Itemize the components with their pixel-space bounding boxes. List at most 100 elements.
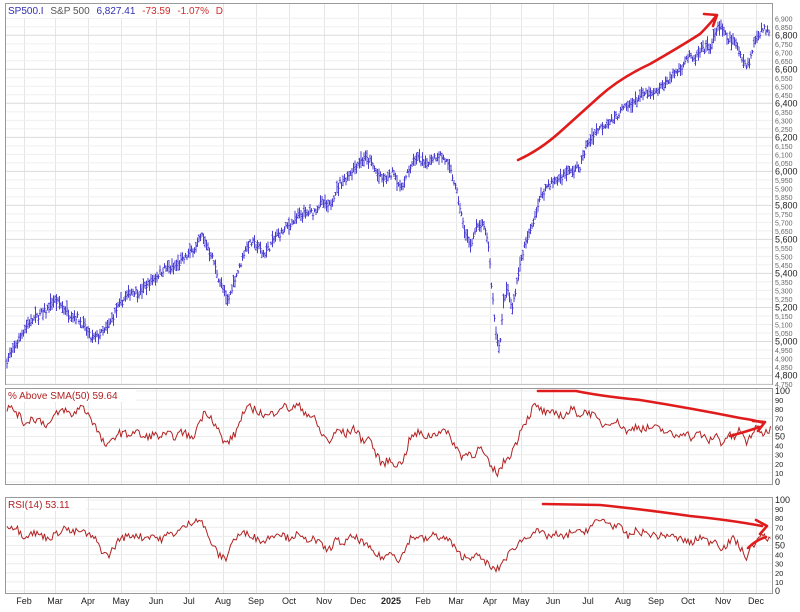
ohlc-bar	[418, 148, 421, 163]
ohlc-bar	[676, 69, 679, 77]
price-tick-label: 5,200	[775, 302, 798, 312]
breadth-small-arrow	[728, 425, 762, 438]
ohlc-bar	[161, 267, 165, 278]
price-tick-label: 6,500	[775, 84, 793, 91]
ohlc-bar	[344, 177, 348, 186]
ohlc-bar	[253, 235, 256, 249]
price-tick-label: 5,900	[775, 186, 793, 193]
price-tick-label: 6,300	[775, 118, 793, 125]
ohlc-bar	[596, 127, 600, 134]
ohlc-bar	[215, 269, 219, 279]
ohlc-bar	[614, 111, 618, 119]
ohlc-bar	[494, 326, 498, 340]
ohlc-bar	[548, 183, 552, 191]
price-tick-label: 6,050	[775, 161, 793, 168]
ohlc-bar	[316, 205, 319, 214]
price-tick-label: 5,350	[775, 280, 793, 287]
ohlc-bar	[227, 293, 231, 304]
price-tick-label: 5,000	[775, 336, 798, 346]
indicator-tick-label: 40	[775, 442, 783, 451]
ohlc-bar	[529, 224, 532, 235]
ohlc-bar	[37, 315, 40, 326]
ohlc-bar	[449, 164, 453, 174]
price-tick-label: 5,150	[775, 314, 793, 321]
price-tick-label: 6,200	[775, 132, 798, 142]
ohlc-bar	[500, 313, 504, 325]
price-tick-label: 5,400	[775, 268, 798, 278]
rsi-label-background	[6, 498, 86, 511]
ohlc-bar	[199, 233, 202, 242]
ohlc-bar	[622, 105, 625, 110]
x-tick-label: Nov	[316, 596, 333, 606]
ohlc-bar	[112, 314, 115, 326]
ohlc-bar	[338, 176, 342, 184]
ohlc-bar	[326, 199, 330, 213]
ohlc-bar	[751, 49, 754, 54]
price-tick-label: 6,650	[775, 59, 793, 66]
rsi-arrow-head	[754, 518, 769, 536]
ohlc-bar	[121, 299, 124, 308]
price-tick-label: 5,600	[775, 234, 798, 244]
ohlc-bar	[683, 56, 687, 65]
price-tick-label: 5,700	[775, 220, 793, 227]
ohlc-bar	[389, 174, 393, 180]
ohlc-bar	[457, 196, 460, 206]
ohlc-bar	[488, 258, 492, 269]
x-tick-label: Dec	[748, 596, 765, 606]
ohlc-bar	[455, 187, 459, 194]
ohlc-bar	[536, 198, 540, 212]
ohlc-bar	[365, 150, 369, 165]
indicator-tick-label: 100	[775, 495, 790, 505]
x-tick-label: Dec	[350, 596, 367, 606]
rsi-label: RSI(14) 53.11	[8, 500, 70, 511]
ohlc-bar	[211, 252, 214, 259]
ohlc-bar	[643, 91, 646, 97]
annotation-layer	[516, 12, 769, 550]
x-tick-label: Nov	[715, 596, 732, 606]
price-tick-label: 6,450	[775, 93, 793, 100]
header-last: 6,827.41	[96, 6, 135, 17]
ohlc-bar	[743, 59, 747, 67]
indicator-tick-label: 50	[775, 432, 785, 442]
ohlc-bar	[493, 314, 496, 322]
price-tick-label: 5,750	[775, 212, 793, 219]
x-tick-label: Jun	[149, 596, 164, 606]
breadth-label: % Above SMA(50) 59.64	[8, 391, 118, 402]
price-tick-label: 4,950	[775, 348, 793, 355]
price-tick-label: 6,150	[775, 144, 793, 151]
ohlc-bar	[497, 340, 501, 354]
ohlc-bar	[698, 47, 702, 58]
price-tick-label: 5,650	[775, 229, 793, 236]
ohlc-bar	[482, 220, 486, 231]
ohlc-bar	[515, 277, 519, 285]
ohlc-bar	[44, 309, 48, 319]
header-change: -73.59	[142, 6, 171, 17]
ohlc-bar	[236, 269, 240, 274]
ohlc-bar	[763, 24, 766, 30]
indicator-tick-label: 20	[775, 460, 783, 469]
indicator-tick-label: 40	[775, 551, 783, 560]
header-name: S&P 500	[50, 6, 90, 17]
ohlc-bar	[767, 29, 771, 37]
ohlc-bar	[578, 166, 582, 173]
indicator-tick-label: 90	[775, 396, 783, 405]
price-tick-label: 5,850	[775, 195, 793, 202]
ohlc-bar	[499, 337, 502, 343]
ohlc-bar	[454, 182, 457, 190]
ohlc-bar	[680, 65, 684, 76]
x-tick-label: Oct	[282, 596, 297, 606]
ohlc-bar	[74, 315, 78, 325]
ohlc-bar	[526, 231, 529, 244]
indicator-tick-label: 70	[775, 523, 783, 532]
ohlc-bar	[479, 219, 483, 233]
breadth-label-background	[6, 389, 136, 402]
ohlc-bar	[5, 358, 9, 369]
price-tick-label: 6,000	[775, 166, 798, 176]
indicator-tick-label: 50	[775, 541, 785, 551]
ohlc-bar	[631, 97, 634, 113]
ohlc-bar	[461, 217, 465, 228]
price-tick-label: 6,750	[775, 42, 793, 49]
ohlc-bar	[137, 291, 141, 299]
ohlc-bar	[634, 91, 637, 105]
